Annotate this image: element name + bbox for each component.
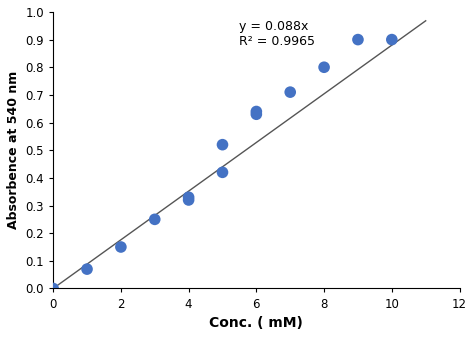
- Point: [253, 112, 260, 117]
- Point: [388, 37, 396, 42]
- Point: [151, 217, 158, 222]
- Point: [185, 197, 192, 203]
- Point: [219, 170, 226, 175]
- Point: [286, 89, 294, 95]
- Point: [320, 65, 328, 70]
- Point: [185, 194, 192, 200]
- Text: y = 0.088x
R² = 0.9965: y = 0.088x R² = 0.9965: [239, 20, 315, 48]
- X-axis label: Conc. ( mM): Conc. ( mM): [210, 316, 303, 330]
- Point: [83, 267, 91, 272]
- Point: [117, 244, 125, 250]
- Point: [49, 286, 57, 291]
- Point: [253, 109, 260, 114]
- Point: [219, 142, 226, 147]
- Y-axis label: Absorbence at 540 nm: Absorbence at 540 nm: [7, 71, 20, 229]
- Point: [354, 37, 362, 42]
